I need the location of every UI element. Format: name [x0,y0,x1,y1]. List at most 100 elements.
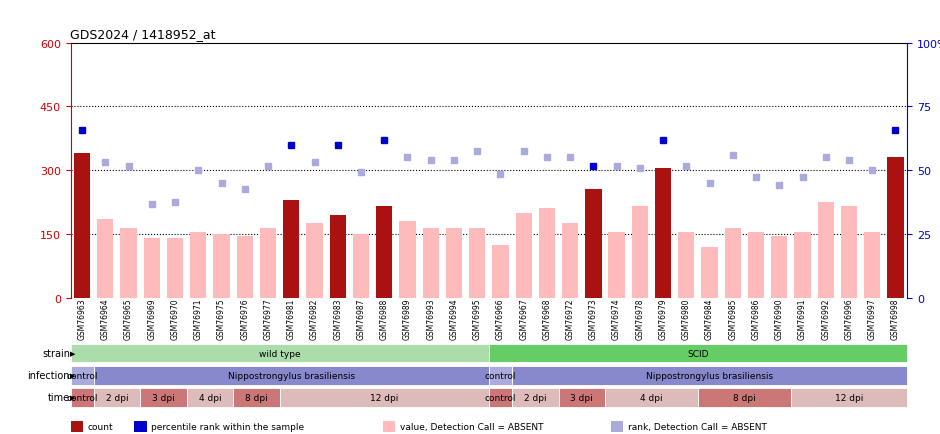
Bar [489,366,512,385]
Text: GSM76987: GSM76987 [356,298,366,339]
Text: GSM76968: GSM76968 [542,298,552,339]
Bar [512,388,558,407]
Text: strain: strain [42,349,70,358]
Bar [841,207,857,298]
Text: GSM76986: GSM76986 [752,298,760,339]
Bar [818,203,834,298]
Text: GSM76964: GSM76964 [101,298,110,340]
Text: GSM76965: GSM76965 [124,298,133,340]
Text: GSM76971: GSM76971 [194,298,203,339]
Text: GSM76973: GSM76973 [588,298,598,340]
Text: GSM76969: GSM76969 [148,298,156,340]
Text: control: control [67,393,98,402]
Bar [558,388,605,407]
Text: GSM76970: GSM76970 [170,298,180,340]
Text: GSM76980: GSM76980 [682,298,691,339]
Bar [352,234,369,298]
Bar [306,224,322,298]
Text: rank, Detection Call = ABSENT: rank, Detection Call = ABSENT [628,422,767,431]
Bar [423,228,439,298]
Text: GSM76981: GSM76981 [287,298,296,339]
Bar [791,388,907,407]
Text: GSM76974: GSM76974 [612,298,621,340]
Text: 4 dpi: 4 dpi [198,393,221,402]
Bar [376,207,392,298]
Text: infection: infection [27,371,70,380]
Bar [512,366,907,385]
Text: GSM76963: GSM76963 [78,298,86,340]
Text: 3 dpi: 3 dpi [571,393,593,402]
Text: ▶: ▶ [70,372,75,378]
Text: GSM76995: GSM76995 [473,298,481,340]
Bar [167,239,183,298]
Text: GSM76975: GSM76975 [217,298,226,340]
Bar [794,232,810,298]
Text: GSM76992: GSM76992 [822,298,830,339]
Bar [562,224,578,298]
Text: GDS2024 / 1418952_at: GDS2024 / 1418952_at [70,28,216,41]
Text: GSM76972: GSM76972 [566,298,574,339]
Text: GSM76988: GSM76988 [380,298,389,339]
Bar [70,366,94,385]
Bar [586,190,602,298]
Bar [74,154,90,298]
Text: GSM76977: GSM76977 [263,298,273,340]
Bar [94,366,489,385]
Text: GSM76997: GSM76997 [868,298,877,340]
Bar [97,220,114,298]
Text: GSM76976: GSM76976 [241,298,249,340]
Text: GSM76989: GSM76989 [403,298,412,339]
Bar [213,234,229,298]
Bar [233,388,280,407]
Bar [864,232,881,298]
Text: GSM76983: GSM76983 [334,298,342,339]
Text: GSM76978: GSM76978 [635,298,644,339]
Text: 8 dpi: 8 dpi [733,393,756,402]
Text: count: count [87,422,113,431]
Text: GSM76984: GSM76984 [705,298,714,339]
Bar [400,222,415,298]
Text: GSM76994: GSM76994 [449,298,459,340]
Text: 8 dpi: 8 dpi [245,393,268,402]
Bar [887,158,903,298]
Text: Nippostrongylus brasiliensis: Nippostrongylus brasiliensis [227,371,354,380]
Bar [280,388,489,407]
Bar [725,228,741,298]
Text: GSM76982: GSM76982 [310,298,319,339]
Text: GSM76998: GSM76998 [891,298,900,339]
Text: GSM76993: GSM76993 [426,298,435,340]
Bar [489,344,907,363]
Bar [539,209,555,298]
Text: GSM76979: GSM76979 [659,298,667,340]
Text: wild type: wild type [258,349,301,358]
Text: control: control [485,371,516,380]
Text: ▶: ▶ [70,395,75,401]
Text: 12 dpi: 12 dpi [835,393,863,402]
Bar [446,228,462,298]
Text: GSM76967: GSM76967 [519,298,528,340]
Bar [144,239,160,298]
Bar [701,247,718,298]
Bar [283,201,300,298]
Text: 12 dpi: 12 dpi [370,393,399,402]
Text: Nippostrongylus brasiliensis: Nippostrongylus brasiliensis [646,371,773,380]
Bar [748,232,764,298]
Bar [330,215,346,298]
Text: 4 dpi: 4 dpi [640,393,663,402]
Bar [697,388,791,407]
Bar [678,232,695,298]
Bar [655,169,671,298]
Text: control: control [485,393,516,402]
Text: ▶: ▶ [70,350,75,356]
Text: SCID: SCID [687,349,709,358]
Bar [608,232,625,298]
Text: 2 dpi: 2 dpi [524,393,546,402]
Text: 2 dpi: 2 dpi [105,393,128,402]
Bar [94,388,140,407]
Bar [190,232,207,298]
Text: GSM76966: GSM76966 [496,298,505,340]
Bar [489,388,512,407]
Text: GSM76990: GSM76990 [775,298,784,340]
Bar [259,228,276,298]
Bar [140,388,187,407]
